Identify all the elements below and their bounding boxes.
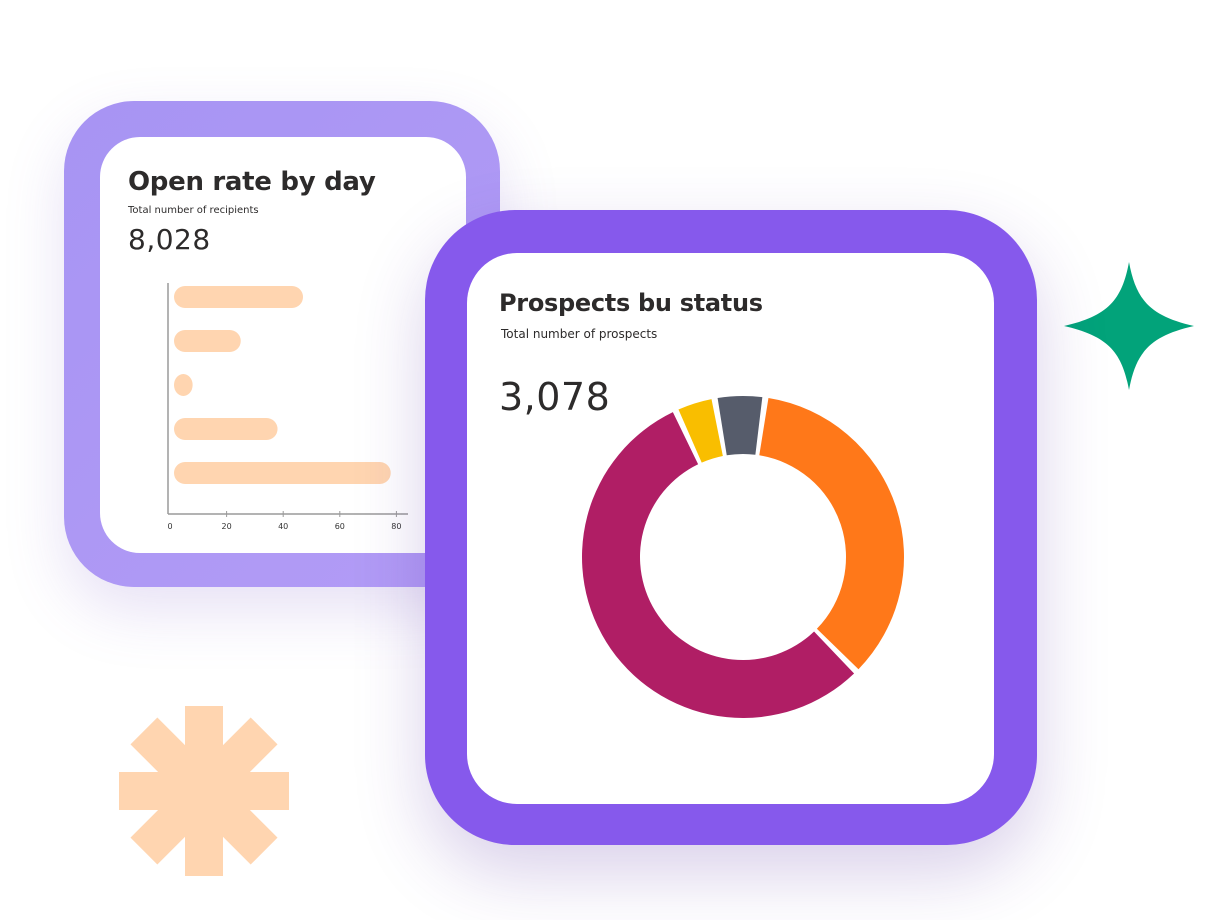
x-tick-label-60: 60 xyxy=(335,522,345,531)
prospects-title: Prospects bu status xyxy=(499,289,763,317)
donut-slice-0 xyxy=(759,398,904,670)
bar-2 xyxy=(174,374,193,396)
open-rate-subtitle: Total number of recipients xyxy=(128,205,259,216)
four-point-star-icon xyxy=(1064,262,1194,390)
bar-1 xyxy=(174,330,241,352)
bar-4 xyxy=(174,462,391,484)
bar-0 xyxy=(174,286,304,308)
open-rate-total: 8,028 xyxy=(128,223,211,256)
x-tick-label-0: 0 xyxy=(167,522,172,531)
x-tick-label-20: 20 xyxy=(222,522,232,531)
open-rate-card: Open rate by day Total number of recipie… xyxy=(100,137,466,553)
x-tick-label-80: 80 xyxy=(391,522,401,531)
prospects-donut-chart xyxy=(582,396,904,718)
bar-3 xyxy=(174,418,278,440)
open-rate-bar-chart: 0 20 40 60 80 xyxy=(167,283,408,531)
prospects-subtitle: Total number of prospects xyxy=(501,327,658,341)
prospects-card: Prospects bu status Total number of pros… xyxy=(467,253,994,804)
asterisk-icon xyxy=(119,706,289,876)
donut-slice-1 xyxy=(582,412,855,718)
donut-slice-3 xyxy=(717,396,763,456)
prospects-total: 3,078 xyxy=(499,375,611,419)
open-rate-title: Open rate by day xyxy=(128,167,376,197)
x-tick-label-40: 40 xyxy=(278,522,288,531)
donut-slice-2 xyxy=(678,399,723,463)
